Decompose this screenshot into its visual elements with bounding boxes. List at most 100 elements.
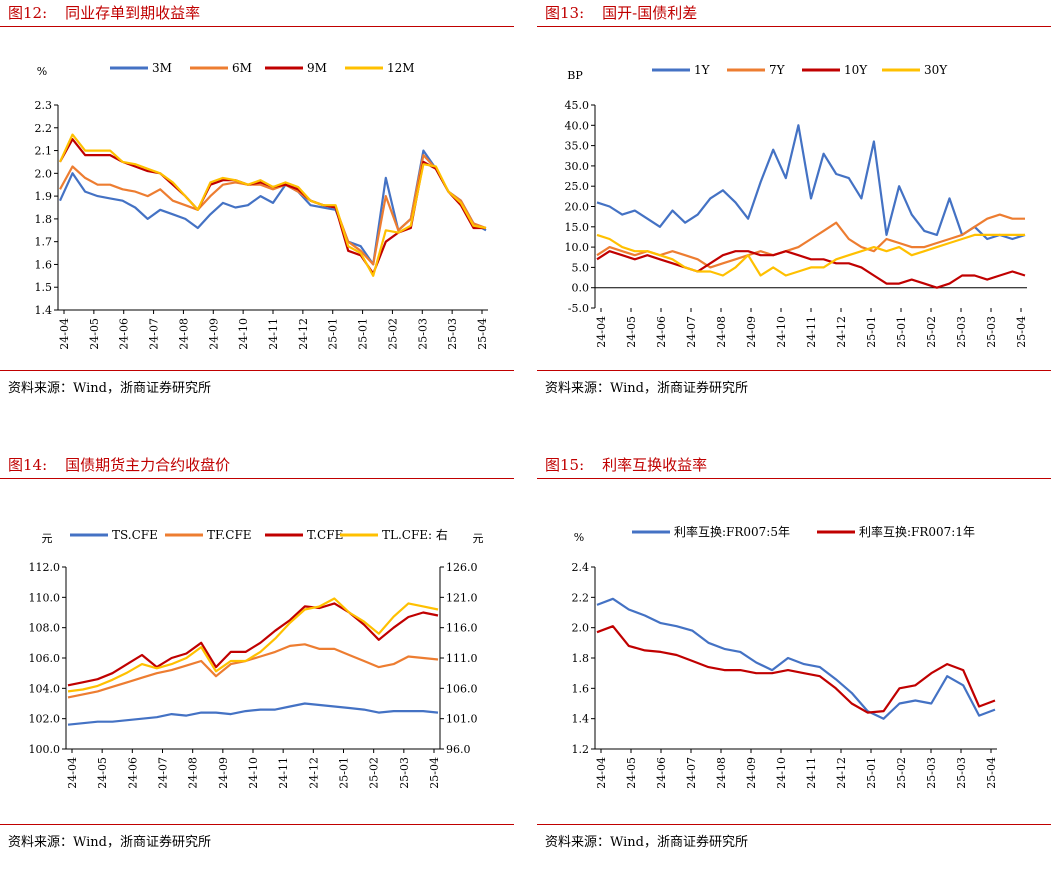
legend-label: 30Y bbox=[924, 63, 948, 77]
x-tick-label: 25-01 bbox=[895, 316, 908, 348]
x-tick-label: 24-07 bbox=[157, 757, 170, 789]
series-line bbox=[67, 597, 439, 693]
figure-title: 利率互换收益率 bbox=[602, 456, 708, 474]
figure-title: 国开-国债利差 bbox=[602, 4, 698, 22]
x-tick-label: 24-07 bbox=[148, 318, 161, 350]
y-tick-label: 25.0 bbox=[565, 180, 590, 193]
chart-title-bar: 图12: 同业存单到期收益率 bbox=[0, 0, 514, 27]
chart-panel-futures: 图14: 国债期货主力合约收盘价 112.0 110.0 108.0 106.0 104.… bbox=[0, 452, 514, 872]
legend-label: 6M bbox=[232, 61, 252, 75]
legend-label: TS.CFE bbox=[112, 528, 158, 542]
x-tick-label: 25-01 bbox=[865, 316, 878, 348]
y-tick-label: 5.0 bbox=[572, 261, 590, 274]
x-tick-label: 25-02 bbox=[925, 316, 938, 348]
y-tick-label: 1.5 bbox=[35, 281, 53, 294]
x-tick-label: 25-04 bbox=[476, 318, 489, 350]
series-line bbox=[67, 702, 439, 726]
figure-label: 图13: bbox=[545, 4, 585, 22]
legend-label: 利率互换:FR007:1年 bbox=[859, 524, 975, 539]
y-tick-label: 112.0 bbox=[29, 561, 61, 574]
legend-label: 9M bbox=[307, 61, 327, 75]
x-tick-label: 24-10 bbox=[775, 316, 788, 348]
x-tick-label: 24-09 bbox=[207, 318, 220, 350]
x-tick-label: 24-04 bbox=[66, 757, 79, 789]
x-tick-label: 25-03 bbox=[955, 316, 968, 348]
y-right-tick-label: 116.0 bbox=[446, 622, 478, 635]
x-tick-label: 24-10 bbox=[247, 757, 260, 789]
x-tick-label: 24-05 bbox=[625, 316, 638, 348]
y-right-tick-label: 111.0 bbox=[446, 652, 478, 665]
series-line bbox=[67, 643, 439, 699]
source-note: 资料来源：Wind，浙商证券研究所 bbox=[537, 824, 1051, 850]
x-tick-label: 25-01 bbox=[327, 318, 340, 350]
y-tick-label: 0.0 bbox=[572, 282, 590, 295]
series-line bbox=[59, 153, 487, 266]
legend-label: 12M bbox=[387, 61, 415, 75]
x-tick-label: 25-03 bbox=[985, 316, 998, 348]
y-tick-label: 110.0 bbox=[29, 591, 61, 604]
y-right-tick-label: 121.0 bbox=[446, 591, 478, 604]
y-right-tick-label: 101.0 bbox=[446, 713, 478, 726]
legend-label: 利率互换:FR007:5年 bbox=[674, 524, 790, 539]
x-tick-label: 24-12 bbox=[297, 318, 310, 350]
x-tick-label: 24-11 bbox=[805, 316, 818, 348]
x-tick-label: 25-03 bbox=[446, 318, 459, 350]
source-note: 资料来源：Wind，浙商证券研究所 bbox=[0, 824, 514, 850]
line-chart-irs: 2.4 2.2 2.0 1.8 1.6 1.4 1.2% 24-04 24-05 24-06 24-… bbox=[572, 524, 999, 789]
y-tick-label: 2.0 bbox=[572, 622, 590, 635]
chart-panel-yield-ncd: 图12: 同业存单到期收益率 2.3 2.2 2.1 2.0 1.9 1.8 1.7 1.6 1.… bbox=[0, 0, 514, 420]
y-tick-label: 2.1 bbox=[35, 145, 53, 158]
y-tick-label: 40.0 bbox=[565, 119, 590, 132]
x-tick-label: 25-04 bbox=[1015, 316, 1028, 348]
figure-label: 图14: bbox=[8, 456, 48, 474]
y-tick-label: 2.4 bbox=[572, 561, 590, 574]
series-line bbox=[67, 602, 439, 687]
x-tick-label: 24-08 bbox=[715, 757, 728, 789]
x-tick-label: 24-10 bbox=[775, 757, 788, 789]
x-tick-label: 25-01 bbox=[357, 318, 370, 350]
x-tick-label: 24-08 bbox=[715, 316, 728, 348]
x-tick-label: 24-07 bbox=[685, 316, 698, 348]
y-tick-label: 100.0 bbox=[29, 743, 61, 756]
y-right-tick-label: 126.0 bbox=[446, 561, 478, 574]
y-tick-label: 102.0 bbox=[29, 713, 61, 726]
series-line bbox=[596, 625, 996, 714]
x-tick-label: 25-03 bbox=[955, 757, 968, 789]
chart-title-bar: 图13: 国开-国债利差 bbox=[537, 0, 1051, 27]
x-tick-label: 24-05 bbox=[96, 757, 109, 789]
x-tick-label: 24-06 bbox=[655, 316, 668, 348]
series-line bbox=[596, 124, 1026, 241]
x-tick-label: 24-05 bbox=[88, 318, 101, 350]
legend-label: 1Y bbox=[694, 63, 711, 77]
x-tick-label: 25-03 bbox=[925, 757, 938, 789]
y-tick-label: 35.0 bbox=[565, 140, 590, 153]
x-tick-label: 24-08 bbox=[187, 757, 200, 789]
x-tick-label: 24-10 bbox=[237, 318, 250, 350]
x-tick-label: 24-12 bbox=[835, 757, 848, 789]
legend-label: 10Y bbox=[844, 63, 868, 77]
x-tick-label: 24-05 bbox=[625, 757, 638, 789]
y-tick-label: 106.0 bbox=[29, 652, 61, 665]
y-tick-label: 1.8 bbox=[35, 213, 53, 226]
y-unit-label: % bbox=[574, 531, 584, 544]
y-tick-label: -5.0 bbox=[568, 302, 589, 315]
x-tick-label: 25-01 bbox=[865, 757, 878, 789]
y-tick-label: 108.0 bbox=[29, 622, 61, 635]
series-line bbox=[596, 597, 996, 720]
x-tick-label: 25-04 bbox=[428, 757, 441, 789]
chart-title-bar: 图15: 利率互换收益率 bbox=[537, 452, 1051, 479]
x-tick-label: 24-07 bbox=[685, 757, 698, 789]
x-tick-label: 25-02 bbox=[368, 757, 381, 789]
x-tick-label: 24-04 bbox=[595, 316, 608, 348]
y-tick-label: 20.0 bbox=[565, 201, 590, 214]
y-tick-label: 2.2 bbox=[35, 122, 53, 135]
legend-label: TL.CFE: 右 bbox=[382, 527, 448, 542]
x-tick-label: 25-03 bbox=[398, 757, 411, 789]
source-note: 资料来源：Wind，浙商证券研究所 bbox=[537, 370, 1051, 396]
figure-title: 同业存单到期收益率 bbox=[65, 4, 201, 22]
x-tick-label: 24-08 bbox=[177, 318, 190, 350]
legend-label: TF.CFE bbox=[207, 528, 252, 542]
series-line bbox=[596, 233, 1025, 277]
x-tick-label: 24-06 bbox=[118, 318, 131, 350]
y-tick-label: 1.4 bbox=[572, 713, 590, 726]
